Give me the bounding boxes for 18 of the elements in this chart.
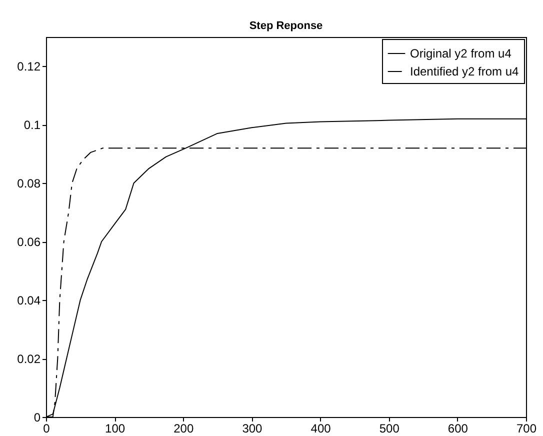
y-tick-label: 0	[34, 410, 41, 424]
legend-label: Identified y2 from u4	[410, 64, 520, 78]
x-tick-label: 200	[174, 422, 194, 436]
x-tick-label: 600	[448, 422, 468, 436]
x-tick-label: 400	[310, 422, 332, 436]
x-tick-label: 0	[43, 422, 50, 436]
x-tick-label: 300	[242, 422, 263, 436]
x-tick-label: 500	[379, 422, 400, 436]
y-tick-label: 0.1	[24, 118, 41, 132]
chart-title: Step Reponse	[249, 20, 323, 32]
x-tick-label: 100	[105, 422, 126, 436]
y-tick-label: 0.08	[17, 176, 41, 191]
y-tick-label: 0.02	[17, 352, 41, 366]
legend-label: Original y2 from u4	[410, 46, 512, 60]
x-tick-label: 700	[516, 422, 537, 436]
y-tick-label: 0.06	[17, 235, 41, 250]
y-tick-label: 0.04	[17, 294, 41, 308]
y-tick-label: 0.12	[17, 60, 41, 74]
